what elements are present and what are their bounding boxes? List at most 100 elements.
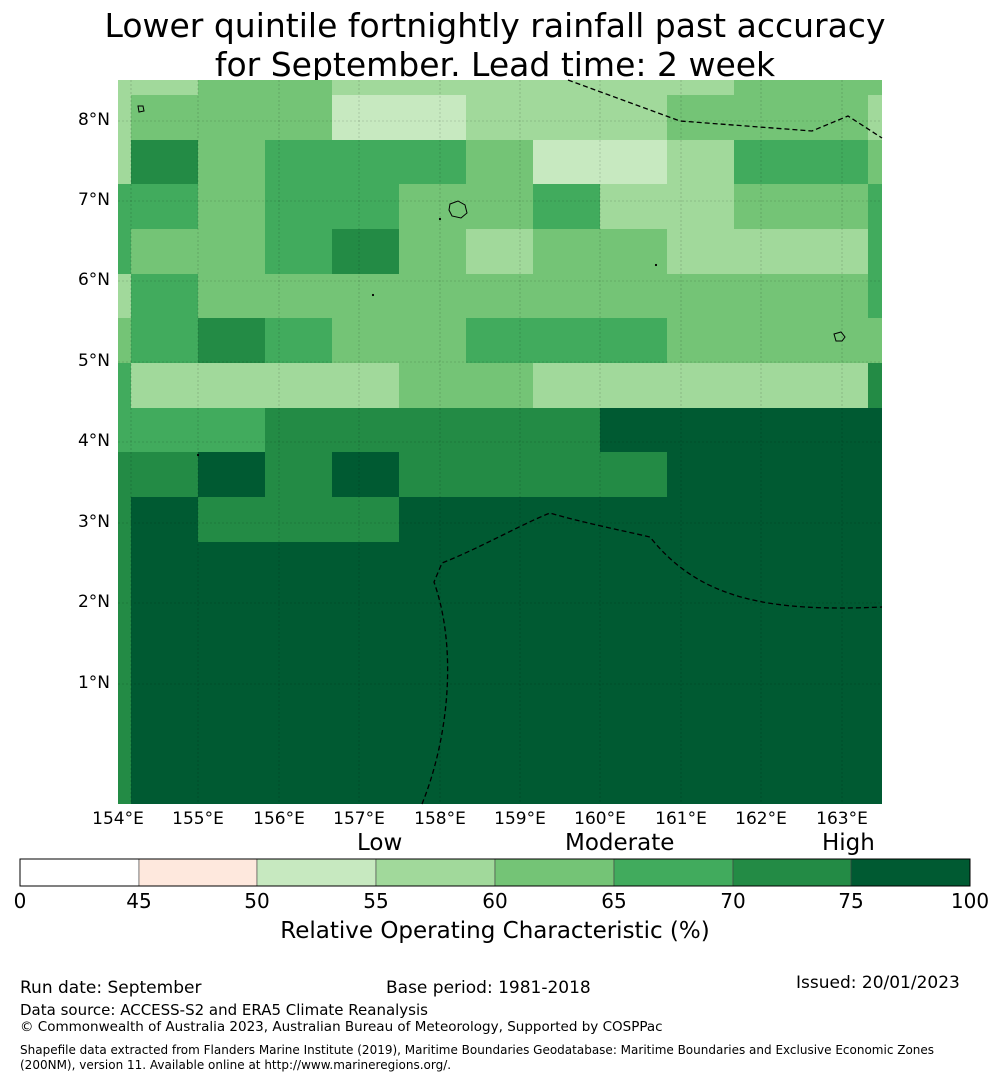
map-cell bbox=[466, 140, 533, 184]
map-cell bbox=[131, 542, 198, 586]
map-cell bbox=[801, 184, 868, 229]
map-cell bbox=[801, 80, 868, 95]
map-cell bbox=[399, 318, 466, 363]
map-cell bbox=[533, 497, 600, 542]
map-cell bbox=[265, 452, 332, 497]
map-cell bbox=[533, 318, 600, 363]
map-cell bbox=[265, 318, 332, 363]
colorbar-segment bbox=[138, 858, 258, 887]
map-cell bbox=[801, 229, 868, 274]
map-overlays bbox=[137, 79, 883, 805]
colorbar-segment bbox=[850, 858, 971, 887]
copyright: © Commonwealth of Australia 2023, Austra… bbox=[20, 1019, 663, 1035]
map-cell bbox=[734, 184, 801, 229]
longitude-label: 161°E bbox=[655, 809, 707, 829]
eez-boundary-north bbox=[567, 79, 883, 139]
map-cell bbox=[734, 676, 801, 720]
map-cell bbox=[466, 318, 533, 363]
map-cell bbox=[801, 408, 868, 452]
chart-title-line-2: for September. Lead time: 2 week bbox=[214, 45, 776, 84]
map-cell bbox=[198, 80, 265, 95]
longitude-label: 155°E bbox=[172, 809, 224, 829]
base-period: Base period: 1981-2018 bbox=[386, 978, 591, 998]
map-cell bbox=[399, 363, 466, 408]
map-cell bbox=[600, 274, 667, 318]
map-cell bbox=[332, 765, 399, 804]
map-cell bbox=[868, 452, 882, 497]
map-cell bbox=[600, 720, 667, 765]
map-graticule bbox=[118, 80, 882, 804]
map-cell bbox=[667, 184, 734, 229]
map-cell bbox=[801, 631, 868, 676]
map-cell bbox=[801, 140, 868, 184]
map-cell bbox=[265, 229, 332, 274]
map-cell bbox=[600, 80, 667, 95]
map-cell bbox=[600, 631, 667, 676]
map-cell bbox=[801, 676, 868, 720]
map-cell bbox=[118, 363, 131, 408]
map-cell bbox=[399, 676, 466, 720]
map-cell bbox=[198, 95, 265, 140]
map-cell bbox=[131, 229, 198, 274]
longitude-label: 163°E bbox=[816, 809, 868, 829]
legend-category-high: High bbox=[822, 830, 875, 856]
longitude-label: 157°E bbox=[333, 809, 385, 829]
latitude-label: 1°N bbox=[77, 673, 110, 693]
map-cell bbox=[198, 497, 265, 542]
map-cell bbox=[868, 363, 882, 408]
map-cell bbox=[265, 363, 332, 408]
map-cell bbox=[868, 229, 882, 274]
map-cell bbox=[131, 408, 198, 452]
map-cell bbox=[399, 720, 466, 765]
map-cell bbox=[332, 720, 399, 765]
map-cell bbox=[667, 631, 734, 676]
map-cell bbox=[198, 676, 265, 720]
map-cell bbox=[533, 452, 600, 497]
map-cell bbox=[332, 676, 399, 720]
map-cell bbox=[399, 408, 466, 452]
map-cell bbox=[533, 720, 600, 765]
latitude-label: 3°N bbox=[77, 512, 110, 532]
map-cell bbox=[868, 720, 882, 765]
map-cell bbox=[600, 676, 667, 720]
map-cell bbox=[533, 229, 600, 274]
map-cell bbox=[533, 274, 600, 318]
map-cell bbox=[131, 274, 198, 318]
map-cell bbox=[734, 229, 801, 274]
map-cell bbox=[667, 542, 734, 586]
map-cell bbox=[600, 586, 667, 631]
map-cell bbox=[600, 318, 667, 363]
map-cell bbox=[734, 274, 801, 318]
map-cell bbox=[801, 318, 868, 363]
map-cell bbox=[265, 676, 332, 720]
map-cell bbox=[734, 586, 801, 631]
colorbar-segment bbox=[256, 858, 377, 887]
map-cell bbox=[198, 363, 265, 408]
map-cell bbox=[667, 452, 734, 497]
colorbar-tick-label: 60 bbox=[482, 889, 508, 913]
map-cell bbox=[118, 408, 131, 452]
map-cell bbox=[131, 720, 198, 765]
map-cell bbox=[868, 631, 882, 676]
map-cell bbox=[868, 184, 882, 229]
islet-2 bbox=[654, 263, 658, 267]
map-cell bbox=[734, 80, 801, 95]
map-cell bbox=[667, 140, 734, 184]
map-cell bbox=[332, 140, 399, 184]
map-cell bbox=[868, 408, 882, 452]
map-cell bbox=[118, 720, 131, 765]
map-cell bbox=[868, 497, 882, 542]
map-cell bbox=[399, 586, 466, 631]
map-cell bbox=[198, 229, 265, 274]
map-cell bbox=[265, 586, 332, 631]
map-cell bbox=[734, 95, 801, 140]
shapefile-credit: Shapefile data extracted from Flanders M… bbox=[20, 1043, 935, 1072]
map-cell bbox=[533, 676, 600, 720]
colorbar-tick-label: 55 bbox=[363, 889, 389, 913]
map-cell bbox=[118, 318, 131, 363]
map-cell bbox=[667, 363, 734, 408]
colorbar bbox=[19, 858, 971, 887]
map-cell bbox=[198, 408, 265, 452]
map-cell bbox=[466, 631, 533, 676]
map-cell bbox=[265, 631, 332, 676]
